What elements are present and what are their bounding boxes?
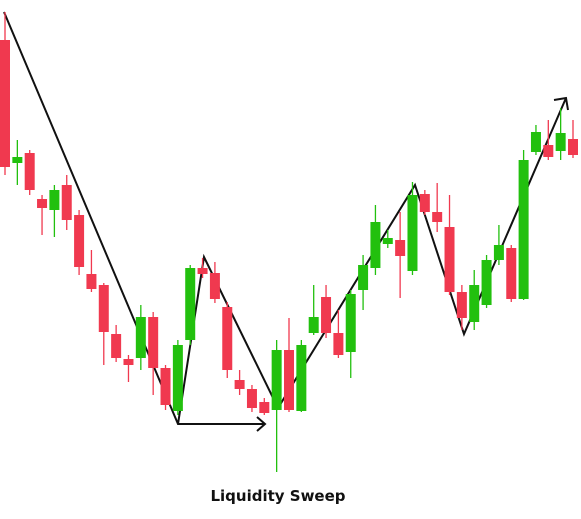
candle-body <box>530 132 541 152</box>
candle-body <box>246 389 257 408</box>
candle-body <box>271 350 282 410</box>
candle-body <box>98 285 109 332</box>
candle-body <box>345 294 356 352</box>
candle-body <box>456 292 467 318</box>
candle-body <box>506 248 517 299</box>
candle-body <box>395 240 406 256</box>
candle-body <box>12 157 23 163</box>
annotation-label: Liquidity Sweep <box>210 487 345 505</box>
candle-body <box>370 222 381 268</box>
candle-body <box>61 185 72 220</box>
candle-body <box>160 368 171 405</box>
candle-body <box>481 260 492 305</box>
candle-body <box>333 333 344 355</box>
candle-body <box>37 199 48 208</box>
candle-body <box>568 139 578 155</box>
candle-body <box>321 297 332 333</box>
candle-body <box>432 212 443 222</box>
candle-body <box>111 334 122 358</box>
candle-body <box>419 194 430 212</box>
candle-body <box>74 215 85 267</box>
candle-body <box>0 40 10 167</box>
candle-body <box>407 195 418 271</box>
candle-body <box>308 317 319 333</box>
candle-body <box>234 380 245 389</box>
candle-body <box>493 245 504 260</box>
candle-body <box>259 402 270 413</box>
candle-body <box>86 274 97 289</box>
sweep-arrowhead <box>256 416 267 432</box>
candle-body <box>49 190 60 210</box>
candle-body <box>148 317 159 368</box>
candle-body <box>555 133 566 151</box>
candle-body <box>123 359 134 365</box>
candle-body <box>518 160 529 299</box>
candle-body <box>172 345 183 411</box>
candle-body <box>135 317 146 358</box>
candle-body <box>543 145 554 157</box>
candle-body <box>284 350 294 410</box>
candle-body <box>222 307 233 370</box>
candle-body <box>296 345 307 411</box>
candle-body <box>24 153 35 190</box>
candle-body <box>469 285 480 322</box>
zigzag-arrowhead <box>553 96 569 111</box>
candle-body <box>209 273 220 299</box>
candle-body <box>358 265 369 290</box>
candle-body <box>197 268 208 274</box>
candles <box>0 12 578 472</box>
candle-body <box>444 227 455 292</box>
candle-body <box>382 238 393 244</box>
candle-body <box>185 268 196 340</box>
